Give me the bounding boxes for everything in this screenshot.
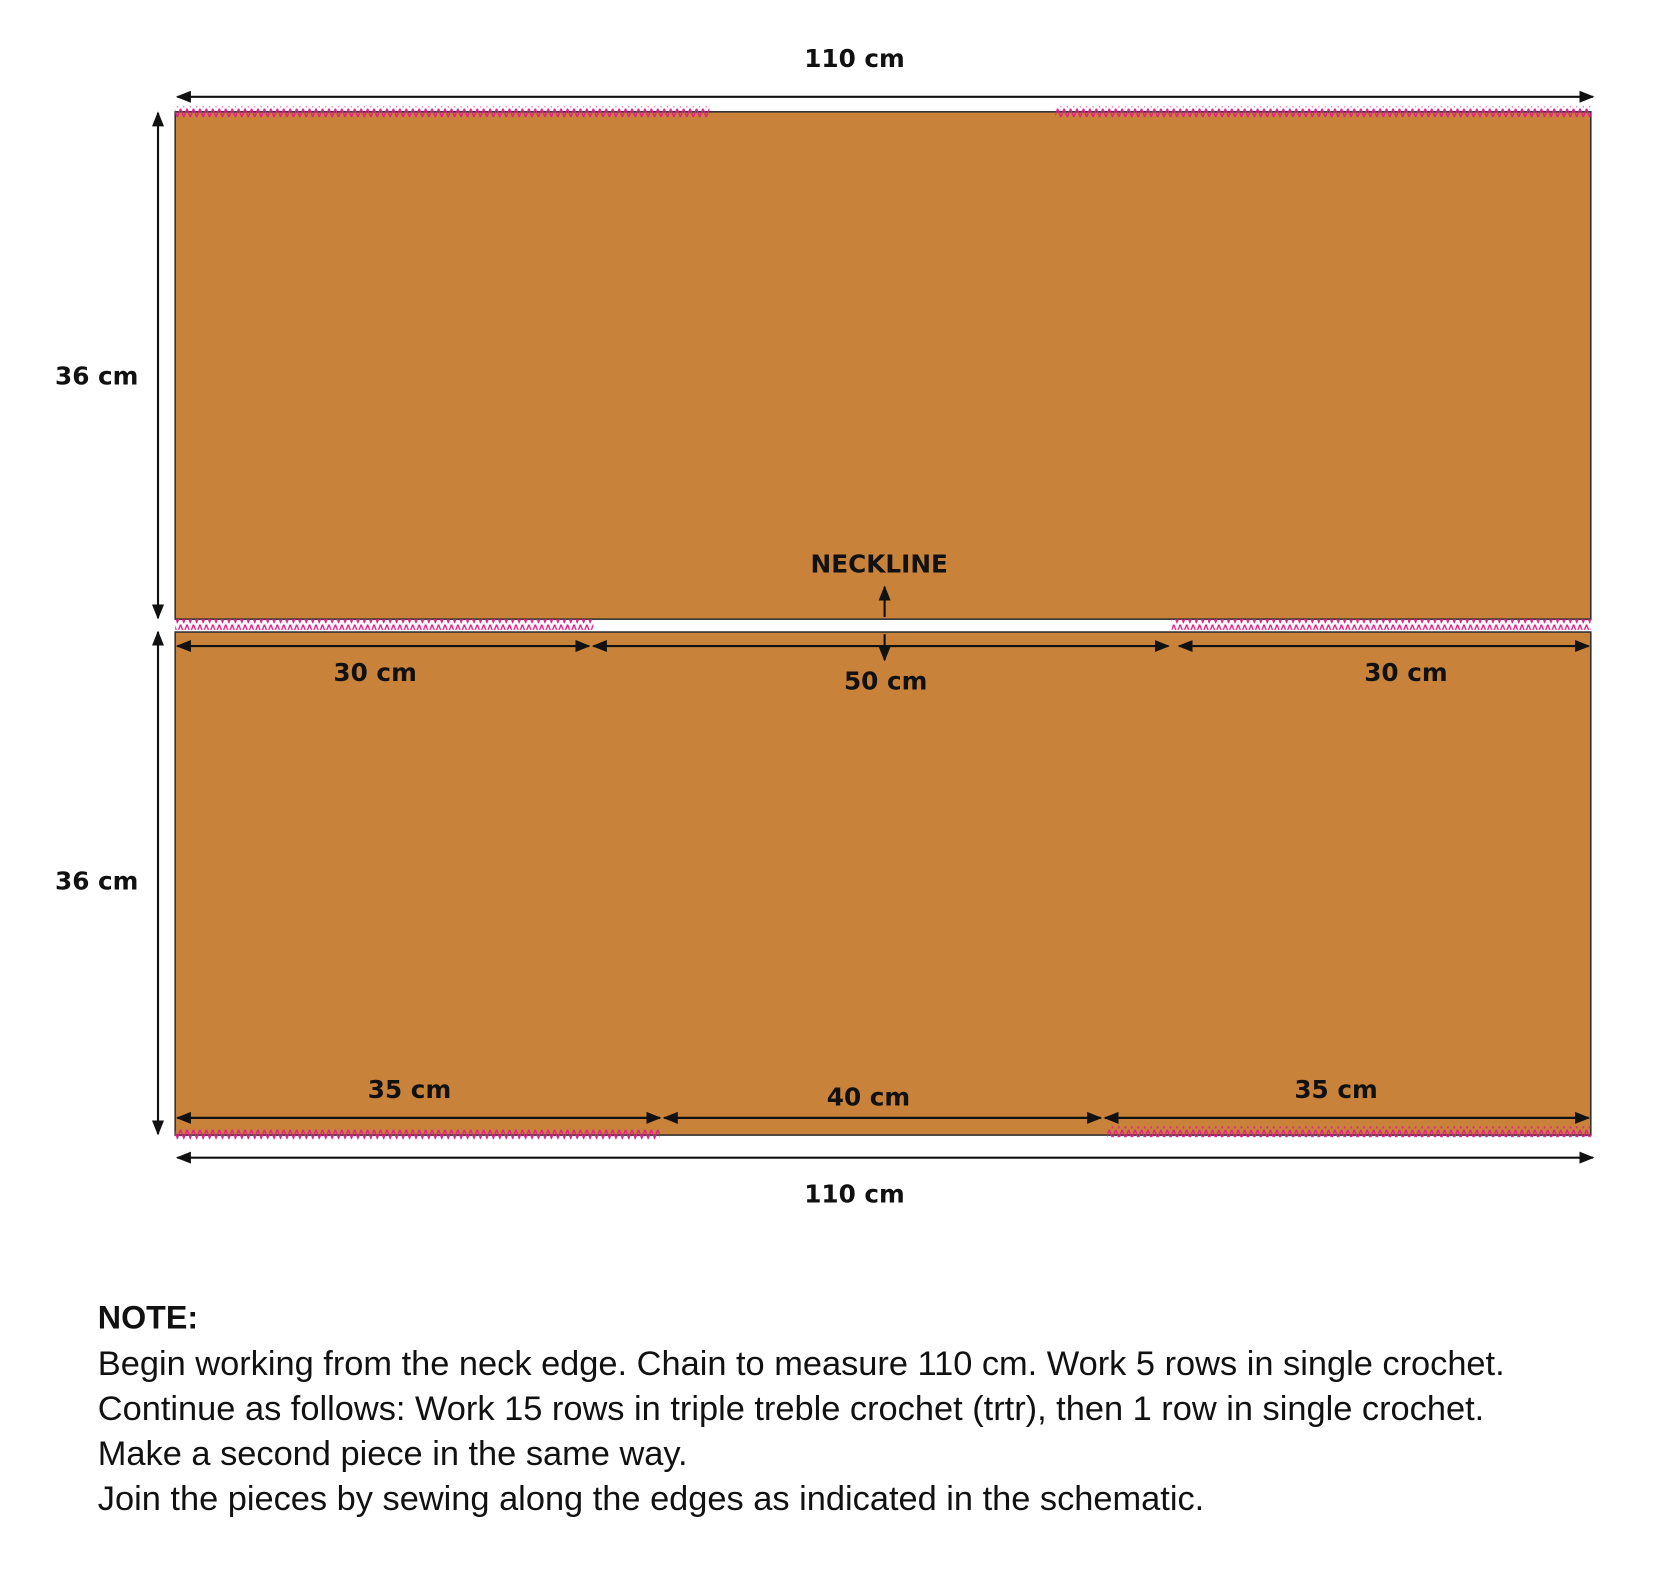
dimension-label: 35 cm xyxy=(368,1075,451,1104)
dimension-label: 110 cm xyxy=(804,44,905,73)
seam xyxy=(175,106,710,118)
note-line: Continue as follows: Work 15 rows in tri… xyxy=(98,1390,1484,1428)
top-piece xyxy=(174,111,1592,620)
dimension-label: 110 cm xyxy=(804,1179,905,1208)
note-line: Join the pieces by sewing along the edge… xyxy=(98,1480,1204,1518)
dimension-label: 35 cm xyxy=(1294,1075,1377,1104)
dimension-label: 40 cm xyxy=(827,1083,910,1112)
dimension-lines xyxy=(151,90,1595,1164)
seam xyxy=(1055,106,1591,118)
note-line: Make a second piece in the same way. xyxy=(98,1435,688,1473)
dimension-label: 30 cm xyxy=(333,658,416,687)
neckline-label: NECKLINE xyxy=(811,549,948,578)
note-title: NOTE: xyxy=(98,1300,198,1336)
dimension-label: 30 cm xyxy=(1364,658,1447,687)
seam xyxy=(1171,619,1591,630)
dimension-label: 36 cm xyxy=(55,866,138,895)
dimension-label: 50 cm xyxy=(844,667,927,696)
bottom-piece xyxy=(174,631,1592,1136)
note-line: Begin working from the neck edge. Chain … xyxy=(98,1345,1505,1383)
seam-stitches xyxy=(175,106,1591,1140)
seam xyxy=(175,1128,660,1140)
dimension-label: 36 cm xyxy=(55,361,138,390)
seam xyxy=(1107,1126,1591,1138)
seam xyxy=(175,619,594,630)
